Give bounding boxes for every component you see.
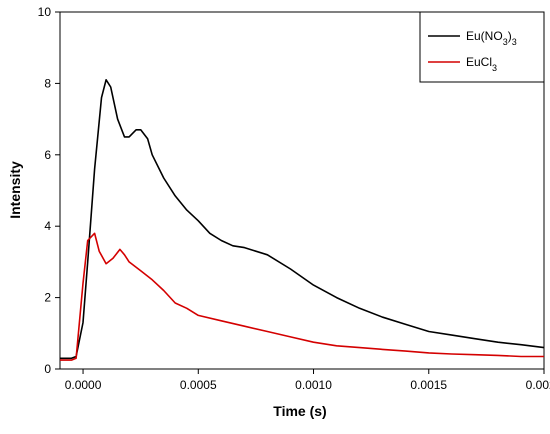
y-tick-label: 0 (44, 362, 51, 376)
y-axis-title: Intensity (7, 161, 23, 219)
y-tick-label: 8 (44, 76, 51, 90)
series-line-0 (60, 79, 545, 360)
series-line-1 (60, 232, 544, 361)
y-tick-label: 2 (44, 291, 51, 305)
x-tick-label: 0.0010 (295, 378, 332, 392)
x-tick-label: 0.0015 (410, 378, 447, 392)
y-axis-ticks: 0 2 4 6 8 10 (38, 5, 60, 376)
x-tick-label: 0.0000 (65, 378, 102, 392)
x-axis-title: Time (s) (273, 403, 326, 419)
legend-label-0: Eu(NO3)3 (466, 29, 517, 47)
legend-label-1: EuCl3 (466, 55, 497, 73)
legend-box (419, 11, 545, 83)
y-tick-label: 10 (38, 5, 52, 19)
y-tick-label: 6 (44, 148, 51, 162)
plot-frame (59, 11, 545, 370)
series-layer (60, 79, 545, 361)
legend: Eu(NO3)3 EuCl3 (419, 11, 545, 83)
x-axis-ticks: 0.0000 0.0005 0.0010 0.0015 0.0020 (65, 369, 550, 392)
y-tick-label: 4 (44, 219, 51, 233)
x-tick-label: 0.0020 (526, 378, 550, 392)
x-tick-label: 0.0005 (180, 378, 217, 392)
